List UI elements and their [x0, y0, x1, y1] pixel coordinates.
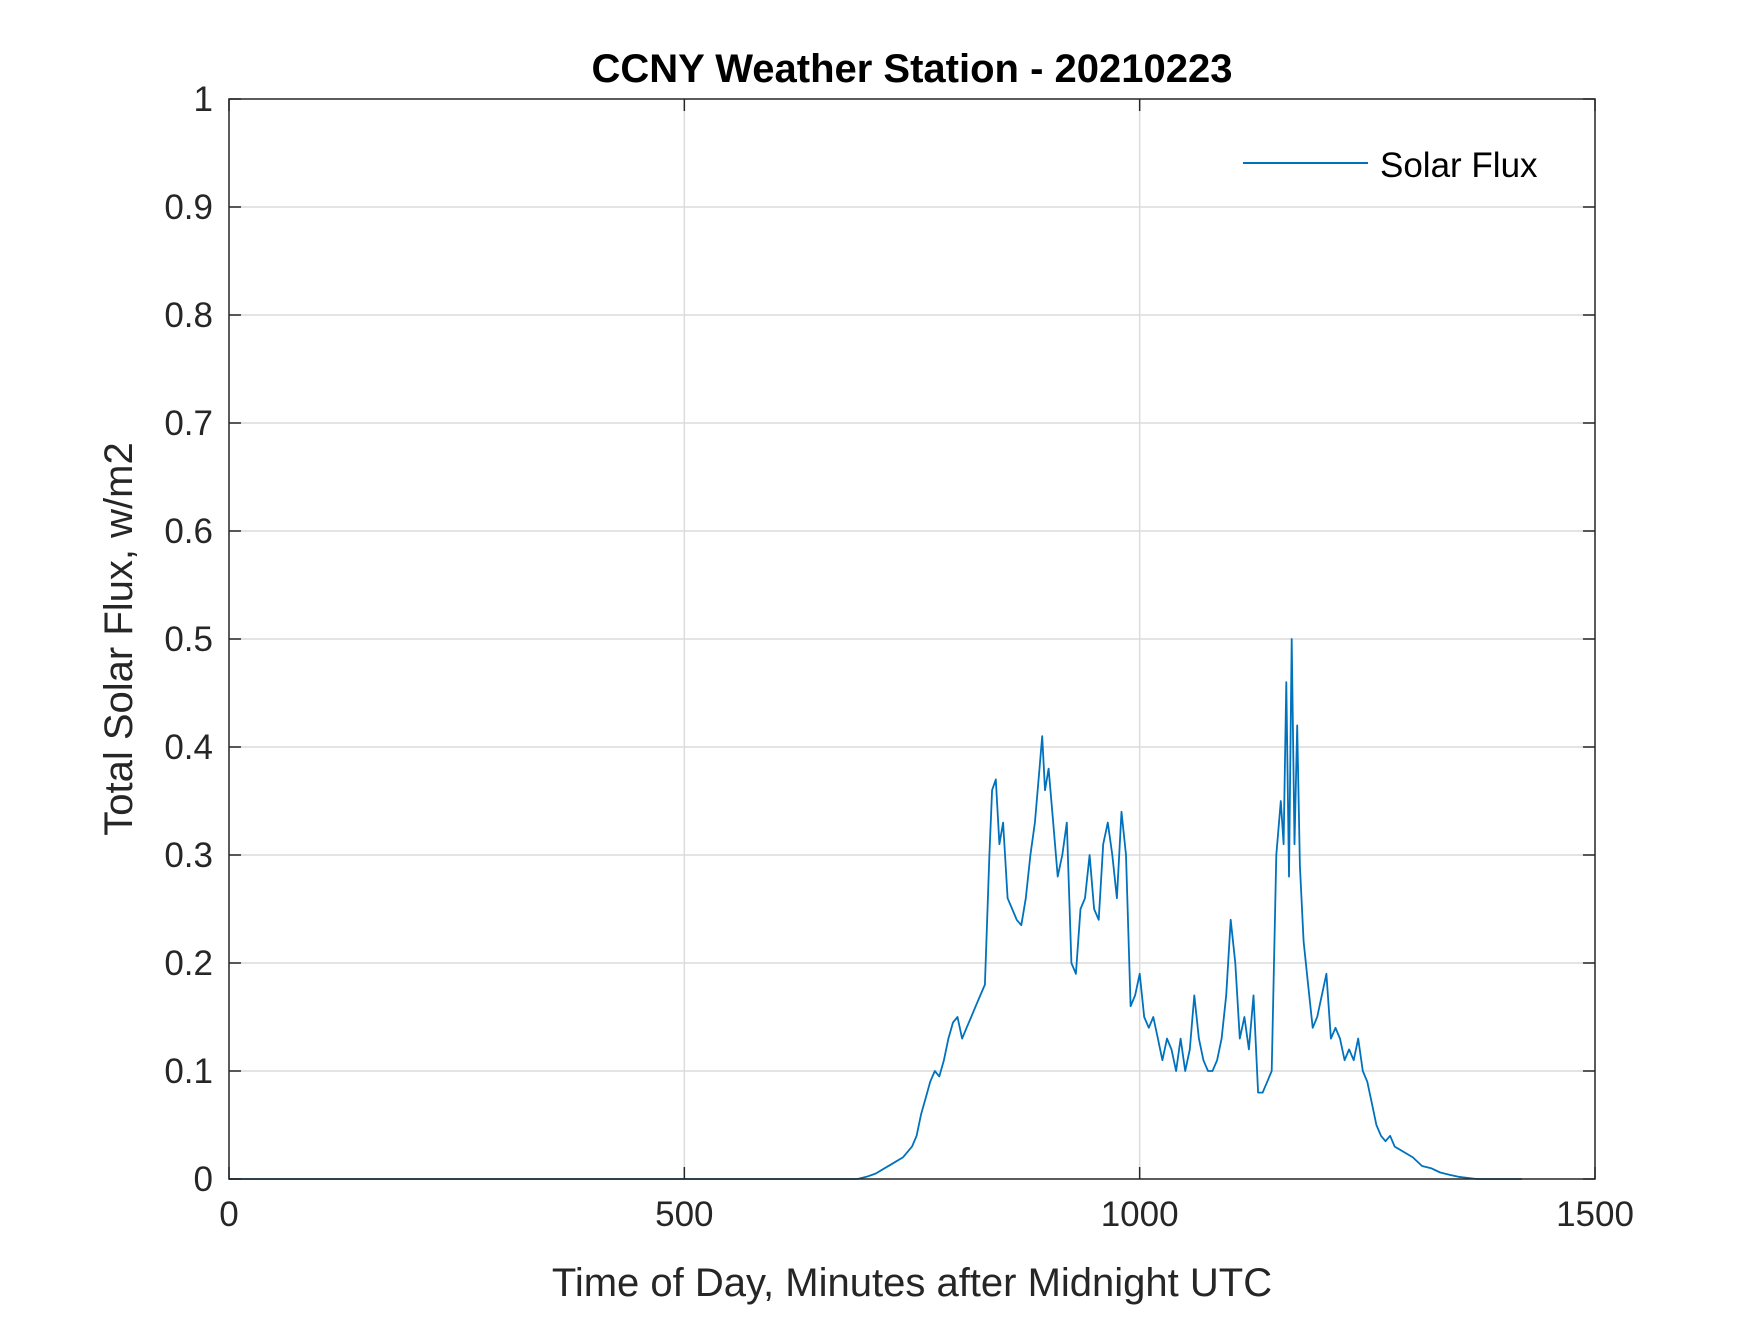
y-tick-label: 0.3: [164, 836, 213, 875]
y-tick-label: 0.1: [164, 1052, 213, 1091]
series-line-solar-flux: [229, 638, 1523, 1180]
x-tick-label: 1500: [1556, 1195, 1634, 1234]
y-tick-label: 0.7: [164, 404, 213, 443]
legend: Solar Flux: [1243, 146, 1538, 185]
legend-label-solar-flux: Solar Flux: [1380, 146, 1538, 185]
y-tick-label: 0.6: [164, 512, 213, 551]
y-tick-label: 1: [194, 80, 213, 119]
x-tick-label: 0: [219, 1195, 238, 1234]
y-tick-label: 0.2: [164, 944, 213, 983]
y-tick-label: 0.8: [164, 296, 213, 335]
tick-layer: 0 500 1000 1500 0 0.1 0.2 0.3 0.4 0.5 0.6 0.7 0.8 0.9…: [164, 80, 1634, 1234]
y-tick-label: 0.5: [164, 620, 213, 659]
series-layer: [229, 638, 1523, 1180]
y-tick-label: 0: [194, 1160, 213, 1199]
x-axis-label: Time of Day, Minutes after Midnight UTC: [552, 1261, 1272, 1305]
grid-layer: [229, 99, 1595, 1179]
chart-title: CCNY Weather Station - 20210223: [592, 47, 1233, 91]
x-tick-label: 1000: [1101, 1195, 1179, 1234]
y-axis-label: Total Solar Flux, w/m2: [97, 442, 141, 835]
y-tick-label: 0.4: [164, 728, 213, 767]
y-tick-label: 0.9: [164, 188, 213, 227]
x-tick-label: 500: [655, 1195, 713, 1234]
